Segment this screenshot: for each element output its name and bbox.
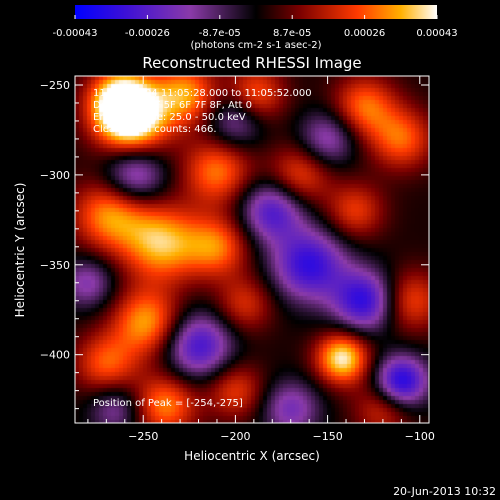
annotation-time: 11-Aug-2004 11:05:28.000 to 11:05:52.000 — [93, 88, 312, 99]
colorbar-tick-label: 0.00043 — [416, 28, 457, 39]
chart-title: Reconstructed RHESSI Image — [142, 54, 361, 72]
x-tick-label: −100 — [405, 430, 435, 443]
colorbar-tick-labels: -0.00043 -0.00026 -8.7e-05 8.7e-05 0.00026 0.… — [53, 28, 458, 39]
x-axis-ticks: −250 −200 −150 −100 — [87, 76, 435, 443]
heatmap-image — [75, 76, 429, 423]
x-tick-label: −250 — [128, 430, 158, 443]
peak-position-label: Position of Peak = [-254,-275] — [93, 398, 243, 409]
y-tick-label: −400 — [40, 349, 70, 362]
colorbar-tick-label: -0.00026 — [125, 28, 170, 39]
colorbar-units: (photons cm-2 s-1 asec-2) — [190, 40, 321, 51]
y-tick-label: −350 — [40, 259, 70, 272]
y-axis-ticks: −250 −300 −350 −400 — [40, 79, 429, 410]
x-tick-label: −150 — [312, 430, 342, 443]
colorbar-tick-label: 0.00026 — [344, 28, 385, 39]
colorbar-ticks — [74, 15, 438, 19]
colorbar-tick-label: 8.7e-05 — [273, 28, 311, 39]
annotation-counts: Clean. Total counts: 466. — [93, 124, 217, 135]
annotation-energy: Energy Range: 25.0 - 50.0 keV — [93, 112, 246, 123]
y-tick-label: −250 — [40, 79, 70, 92]
colorbar-tick-label: -8.7e-05 — [199, 28, 241, 39]
colorbar-tick-label: -0.00043 — [53, 28, 98, 39]
y-tick-label: −300 — [40, 169, 70, 182]
colorbar — [75, 5, 437, 19]
annotation-detectors: Detectors: 4F 5F 6F 7F 8F, Att 0 — [93, 100, 252, 111]
y-axis-label: Heliocentric Y (arcsec) — [13, 183, 27, 318]
plot-frame — [74, 75, 430, 424]
footer-date: 20-Jun-2013 10:32 — [393, 485, 496, 498]
x-tick-label: −200 — [220, 430, 250, 443]
x-axis-label: Heliocentric X (arcsec) — [184, 449, 320, 463]
